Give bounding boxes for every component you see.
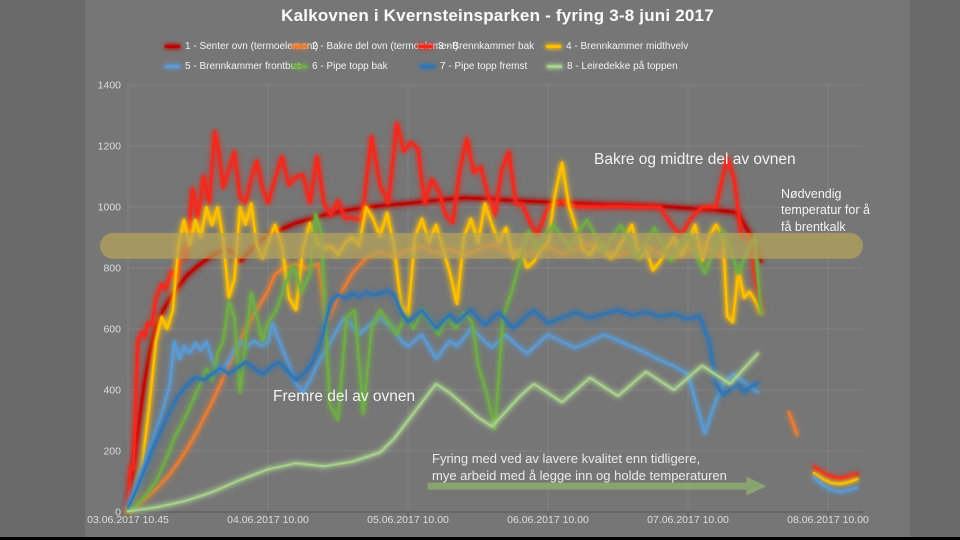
annotation-firing-line2: mye arbeid med å legge inn og holde temp… [432, 468, 727, 484]
legend-label-4: 4 - Brennkammer midthvelv [566, 41, 689, 52]
chart-title: Kalkovnen i Kvernsteinsparken - fyring 3… [281, 6, 714, 25]
y-tick-label: 400 [103, 385, 121, 397]
legend-label-1: 1 - Senter ovn (termoelement) [185, 41, 319, 52]
x-tick-label: 03.06.2017 10.45 [87, 514, 169, 526]
annotation-front-oven: Fremre del av ovnen [273, 388, 416, 405]
legend-label-8: 8 - Leiredekke på toppen [567, 61, 678, 72]
y-tick-label: 1400 [98, 80, 122, 92]
series-line-2 [787, 411, 799, 437]
legend-swatch-1 [165, 45, 180, 48]
legend-swatch-7 [420, 65, 435, 68]
chart-object: 0 200 400 600 800 1000 1200 1400 03.06.2017 10.4… [85, 0, 910, 537]
x-tick-label: 08.06.2017 10.00 [787, 514, 869, 526]
series-line-4 [812, 471, 859, 485]
series-line-3 [812, 465, 859, 480]
legend-item-4: 4 - Brennkammer midthvelv [546, 40, 688, 53]
legend-label-2: 2 - Bakre del ovn (termoelement) [312, 41, 459, 52]
legend-item-1: 1 - Senter ovn (termoelement) [165, 40, 318, 53]
axis-labels: 0 200 400 600 800 1000 1200 1400 03.06.2017 10.4… [87, 80, 869, 527]
legend-item-6: 6 - Pipe topp bak [292, 60, 388, 73]
legend-swatch-6 [292, 65, 307, 68]
annotation-back-middle-oven: Bakre og midtre del av ovnen [594, 151, 796, 168]
series-line-8 [127, 352, 759, 513]
annotation-firing-note: Fyring med ved av lavere kvalitet enn ti… [432, 450, 727, 484]
legend-item-7: 7 - Pipe topp fremst [420, 60, 527, 73]
y-tick-label: 600 [103, 324, 121, 336]
y-tick-label: 1200 [98, 141, 122, 153]
y-tick-label: 0 [115, 507, 121, 519]
series-line-7 [127, 289, 759, 510]
legend-item-8: 8 - Leiredekke på toppen [547, 60, 678, 73]
x-tick-label: 07.06.2017 10.00 [647, 514, 729, 526]
firing-trend-arrow [427, 476, 767, 496]
gridlines [127, 84, 863, 513]
series-line-6 [127, 212, 762, 512]
legend-swatch-2 [292, 45, 307, 48]
legend-item-3: 3 - Brennkammer bak [418, 40, 534, 53]
legend-item-5: 5 - Brennkammer frontbue [165, 60, 302, 73]
legend-item-2: 2 - Bakre del ovn (termoelement) [292, 40, 458, 53]
legend-swatch-4 [546, 45, 561, 48]
x-tick-label: 05.06.2017 10.00 [367, 514, 449, 526]
y-tick-label: 200 [103, 446, 121, 458]
legend-swatch-5 [165, 65, 180, 68]
required-temperature-band [100, 232, 863, 259]
annotation-firing-line1: Fyring med ved av lavere kvalitet enn ti… [432, 451, 701, 466]
legend-label-6: 6 - Pipe topp bak [312, 61, 388, 72]
legend-label-5: 5 - Brennkammer frontbue [185, 61, 302, 72]
x-tick-label: 04.06.2017 10.00 [227, 514, 309, 526]
axes [127, 511, 863, 517]
series-line-1 [126, 196, 762, 511]
x-tick-label: 06.06.2017 10.00 [507, 514, 589, 526]
legend-swatch-8 [547, 65, 562, 68]
y-tick-label: 1000 [98, 202, 122, 214]
y-tick-label: 800 [103, 263, 121, 275]
legend-label-3: 3 - Brennkammer bak [438, 41, 535, 52]
series-line-5 [813, 476, 859, 493]
legend-swatch-3 [418, 45, 433, 48]
legend-label-7: 7 - Pipe topp fremst [440, 61, 528, 72]
annotation-required-temperature: Nødvendig temperatur for å få brentkalk [781, 187, 870, 234]
